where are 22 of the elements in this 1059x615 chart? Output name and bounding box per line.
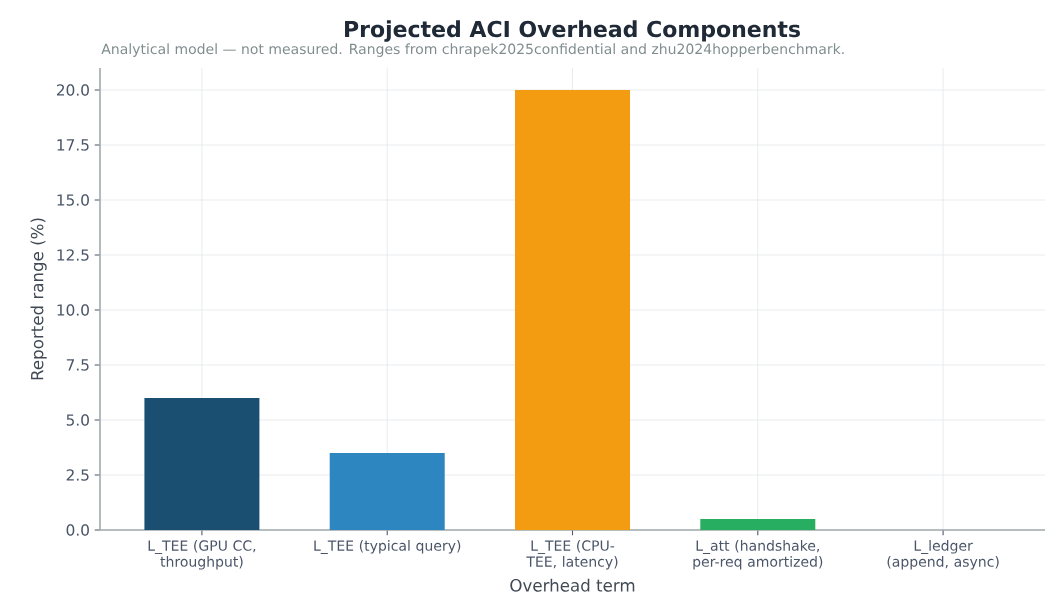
y-tick-label: 15.0 xyxy=(57,194,89,206)
y-tick-label: 17.5 xyxy=(57,139,89,151)
x-tick-label: L_TEE (typical query) xyxy=(314,540,461,554)
chart-title: Projected ACI Overhead Components xyxy=(345,20,800,42)
y-tick-label: 0.0 xyxy=(66,524,89,536)
y-tick-label: 5.0 xyxy=(66,414,89,426)
y-tick-label: 7.5 xyxy=(66,359,89,371)
y-tick-label: 10.0 xyxy=(57,304,89,316)
y-tick-label: 2.5 xyxy=(66,469,89,481)
x-tick-label: L_TEE (GPU CC, throughput) xyxy=(148,540,256,570)
y-tick-label: 20.0 xyxy=(56,84,89,96)
x-tick-label: L_TEE (CPU-TEE, latency) xyxy=(526,540,618,570)
x-tick-label: L_att (handshake, per-req amortized) xyxy=(693,540,823,570)
x-tick-label: L_ledger (append, async) xyxy=(887,540,999,570)
bar xyxy=(144,398,260,530)
bar xyxy=(515,90,631,530)
x-axis-title: Overhead term xyxy=(510,578,635,592)
y-axis-title: Reported range (%) xyxy=(30,218,47,380)
bar xyxy=(700,519,816,530)
chart-subtitle: Analytical model — not measured. Ranges from chrapek2025confidential and zhu2024hopperbenchmark. xyxy=(101,43,844,57)
bar xyxy=(329,453,445,530)
y-tick-label: 12.5 xyxy=(57,249,89,261)
